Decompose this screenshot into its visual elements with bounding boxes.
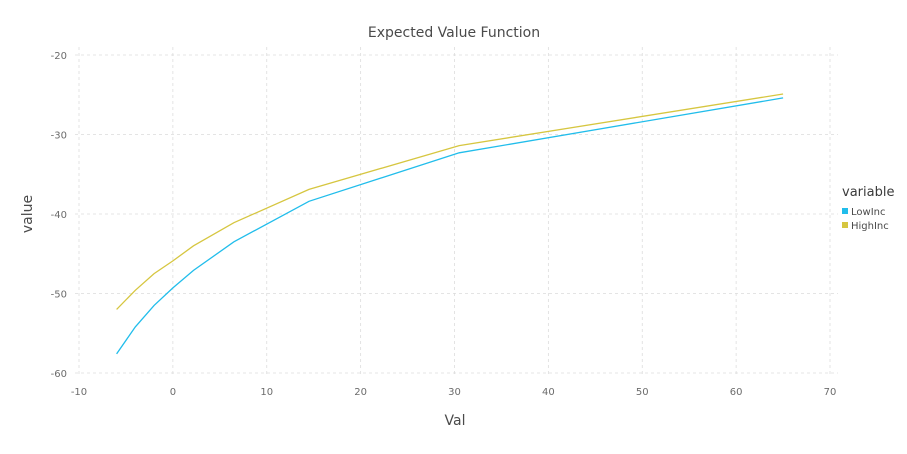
y-tick-label: -40 xyxy=(51,210,67,221)
y-tick-label: -50 xyxy=(51,290,67,301)
y-tick-label: -20 xyxy=(51,51,67,62)
series-line-highinc xyxy=(116,93,784,310)
series-line-lowinc xyxy=(116,97,784,355)
y-axis-label: value xyxy=(20,195,36,233)
legend-label-highinc: HighInc xyxy=(851,221,889,232)
x-tick-label: 70 xyxy=(824,387,837,398)
y-tick-label: -60 xyxy=(51,369,67,380)
grid xyxy=(75,47,838,377)
x-tick-label: 30 xyxy=(448,387,461,398)
x-tick-label: -10 xyxy=(71,387,87,398)
x-axis-label: Val xyxy=(445,413,466,429)
x-tick-label: 10 xyxy=(260,387,273,398)
axis-ticks: -10 0 10 20 30 40 50 60 70 -20 -30 -40 -50 -60 xyxy=(51,51,837,398)
x-tick-label: 20 xyxy=(354,387,367,398)
legend-swatch-lowinc xyxy=(842,208,848,214)
legend-label-lowinc: LowInc xyxy=(851,207,885,218)
y-tick-label: -30 xyxy=(51,131,67,142)
x-tick-label: 50 xyxy=(636,387,649,398)
x-tick-label: 0 xyxy=(170,387,176,398)
x-tick-label: 40 xyxy=(542,387,555,398)
series-lines xyxy=(116,93,784,355)
legend-swatch-highinc xyxy=(842,222,848,228)
legend: variable LowInc HighInc xyxy=(842,185,894,232)
x-tick-label: 60 xyxy=(730,387,743,398)
legend-title: variable xyxy=(842,185,894,200)
chart-title: Expected Value Function xyxy=(368,25,540,41)
legend-items: LowInc HighInc xyxy=(842,207,889,232)
